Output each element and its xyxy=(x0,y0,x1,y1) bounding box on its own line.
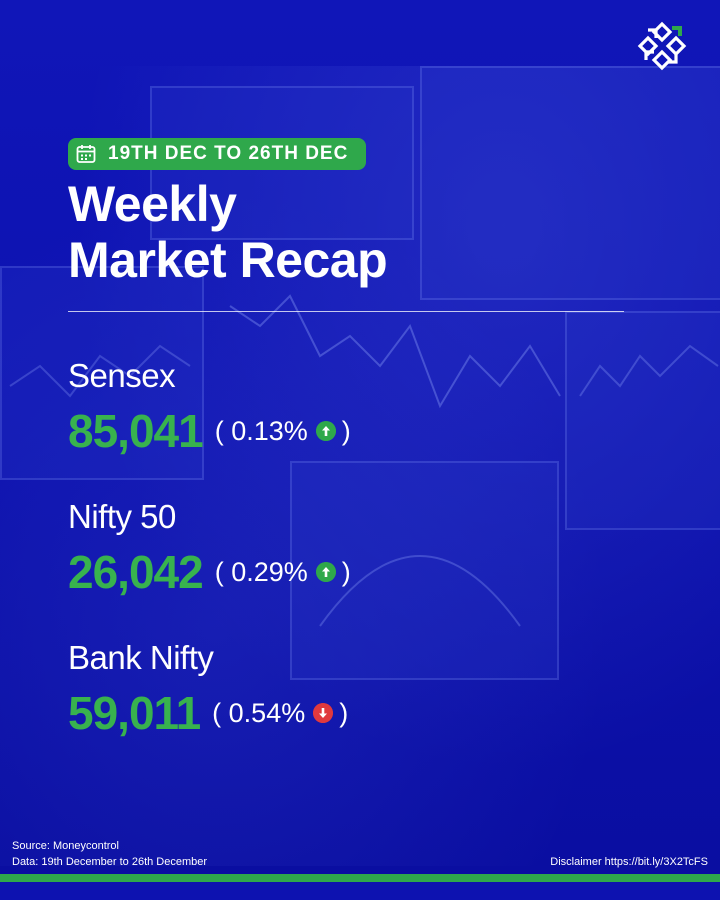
background-monitor xyxy=(0,266,204,480)
source-text: Source: Moneycontrol xyxy=(12,840,119,852)
sensex-row: 85,041 ( 0.13% ) xyxy=(68,404,351,458)
footer-source: Source: Moneycontrol Data: 19th December… xyxy=(12,838,207,870)
date-range-badge: 19TH DEC TO 26TH DEC xyxy=(68,138,367,170)
nifty50-label: Nifty 50 xyxy=(68,498,176,535)
sensex-change: ( 0.13% ) xyxy=(215,416,351,447)
title-line-1: Weekly xyxy=(68,176,237,232)
sensex-value: 85,041 xyxy=(68,405,204,457)
logo-icon xyxy=(637,21,687,71)
bottom-accent-bar xyxy=(0,874,720,882)
bank-nifty-value: 59,011 xyxy=(68,687,201,739)
sensex-change-close: ) xyxy=(341,415,351,446)
background-chart-lines xyxy=(9,294,719,627)
bank-nifty-change-close: ) xyxy=(339,697,349,728)
arrow-down-icon xyxy=(313,703,334,723)
title-line-2: Market Recap xyxy=(68,232,388,288)
background-photo xyxy=(0,66,720,866)
date-range-text: 19TH DEC TO 26TH DEC xyxy=(108,143,349,164)
nifty50-row: 26,042 ( 0.29% ) xyxy=(68,545,351,599)
nifty50-value: 26,042 xyxy=(68,546,204,598)
background-monitor xyxy=(565,311,720,530)
nifty50-change: ( 0.29% ) xyxy=(215,557,351,588)
nifty50-change-text: ( 0.29% xyxy=(214,556,308,587)
bank-nifty-change-text: ( 0.54% xyxy=(212,697,306,728)
page-title: Weekly Market Recap xyxy=(68,176,388,288)
sensex-change-text: ( 0.13% xyxy=(214,415,308,446)
nifty50-change-close: ) xyxy=(341,556,351,587)
disclaimer-link[interactable]: Disclaimer https://bit.ly/3X2TcFS xyxy=(550,856,708,868)
arrow-up-icon xyxy=(315,562,336,582)
calendar-icon xyxy=(76,145,96,163)
arrow-up-icon xyxy=(315,421,336,441)
divider xyxy=(68,311,624,312)
bottom-strip xyxy=(0,882,720,900)
bank-nifty-change: ( 0.54% ) xyxy=(212,698,348,729)
bank-nifty-row: 59,011 ( 0.54% ) xyxy=(68,686,348,740)
bank-nifty-label: Bank Nifty xyxy=(68,639,214,676)
data-range-text: Data: 19th December to 26th December xyxy=(12,856,208,868)
background-monitor xyxy=(420,66,720,300)
sensex-label: Sensex xyxy=(68,357,176,394)
